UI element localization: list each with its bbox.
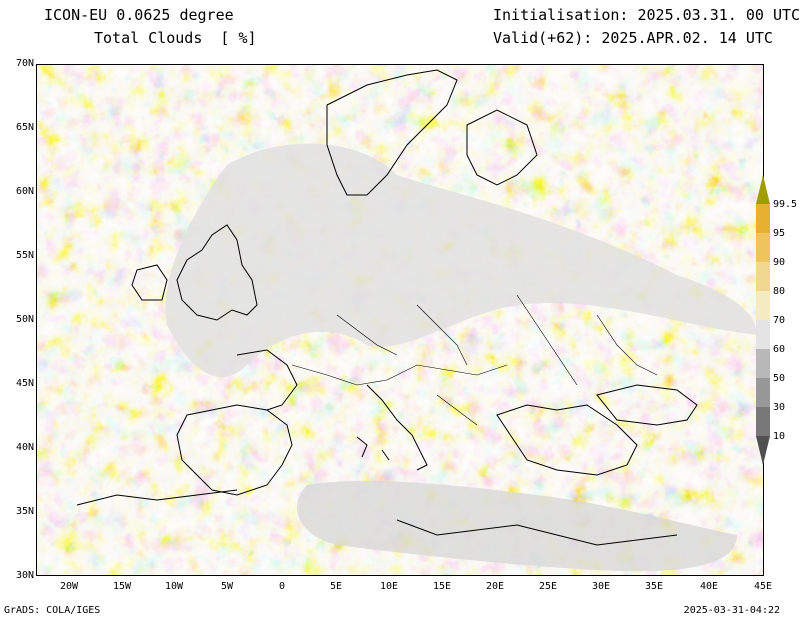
- colorbar: [756, 175, 770, 465]
- lon-tick-label: 10E: [379, 581, 399, 592]
- footer-credit: GrADS: COLA/IGES: [4, 605, 101, 616]
- colorbar-band: [756, 378, 770, 407]
- lon-tick-label: 30E: [591, 581, 611, 592]
- lat-tick-label: 45N: [15, 378, 34, 389]
- lon-tick-label: 15W: [112, 581, 132, 592]
- colorbar-label: 99.5: [773, 199, 798, 210]
- cloud-cover-map: [36, 64, 764, 576]
- initialisation-time: Initialisation: 2025.03.31. 00 UTC: [493, 6, 800, 24]
- lon-tick-label: 15E: [432, 581, 452, 592]
- map-canvas: [37, 65, 763, 575]
- lon-tick-label: 35E: [644, 581, 664, 592]
- colorbar-band: [756, 407, 770, 436]
- lon-tick-label: 10W: [164, 581, 184, 592]
- country-borders: [291, 294, 658, 426]
- colorbar-label: 95: [773, 228, 786, 239]
- colorbar-band: [756, 349, 770, 378]
- lon-tick-label: 5E: [329, 581, 343, 592]
- lat-tick-label: 70N: [15, 58, 34, 69]
- colorbar-label: 80: [773, 286, 786, 297]
- colorbar-band: [756, 175, 770, 204]
- lat-tick-label: 30N: [15, 570, 34, 581]
- colorbar-label: 60: [773, 344, 786, 355]
- model-title: ICON-EU 0.0625 degree: [44, 6, 234, 24]
- lat-tick-label: 65N: [15, 122, 34, 133]
- colorbar-band: [756, 436, 770, 465]
- footer-timestamp: 2025-03-31-04:22: [683, 605, 780, 616]
- colorbar-band: [756, 233, 770, 262]
- lat-tick-label: 55N: [15, 250, 34, 261]
- valid-time: Valid(+62): 2025.APR.02. 14 UTC: [493, 29, 773, 47]
- colorbar-label: 90: [773, 257, 786, 268]
- colorbar-label: 10: [773, 431, 786, 442]
- lat-tick-label: 60N: [15, 186, 34, 197]
- colorbar-label: 70: [773, 315, 786, 326]
- colorbar-band: [756, 262, 770, 291]
- lon-tick-label: 5W: [220, 581, 234, 592]
- lon-tick-label: 0: [278, 581, 286, 592]
- colorbar-band: [756, 291, 770, 320]
- lon-tick-label: 45E: [753, 581, 773, 592]
- lat-tick-label: 50N: [15, 314, 34, 325]
- clear-area-central-europe: [165, 143, 757, 378]
- colorbar-label: 30: [773, 402, 786, 413]
- coastlines: [76, 69, 698, 546]
- lon-tick-label: 20W: [59, 581, 79, 592]
- colorbar-band: [756, 204, 770, 233]
- colorbar-band: [756, 320, 770, 349]
- lon-tick-label: 40E: [699, 581, 719, 592]
- lon-tick-label: 25E: [538, 581, 558, 592]
- clear-area-mediterranean: [297, 480, 737, 572]
- lat-tick-label: 35N: [15, 506, 34, 517]
- colorbar-label: 50: [773, 373, 786, 384]
- lon-tick-label: 20E: [485, 581, 505, 592]
- variable-title: Total Clouds [ %]: [94, 29, 257, 47]
- lat-tick-label: 40N: [15, 442, 34, 453]
